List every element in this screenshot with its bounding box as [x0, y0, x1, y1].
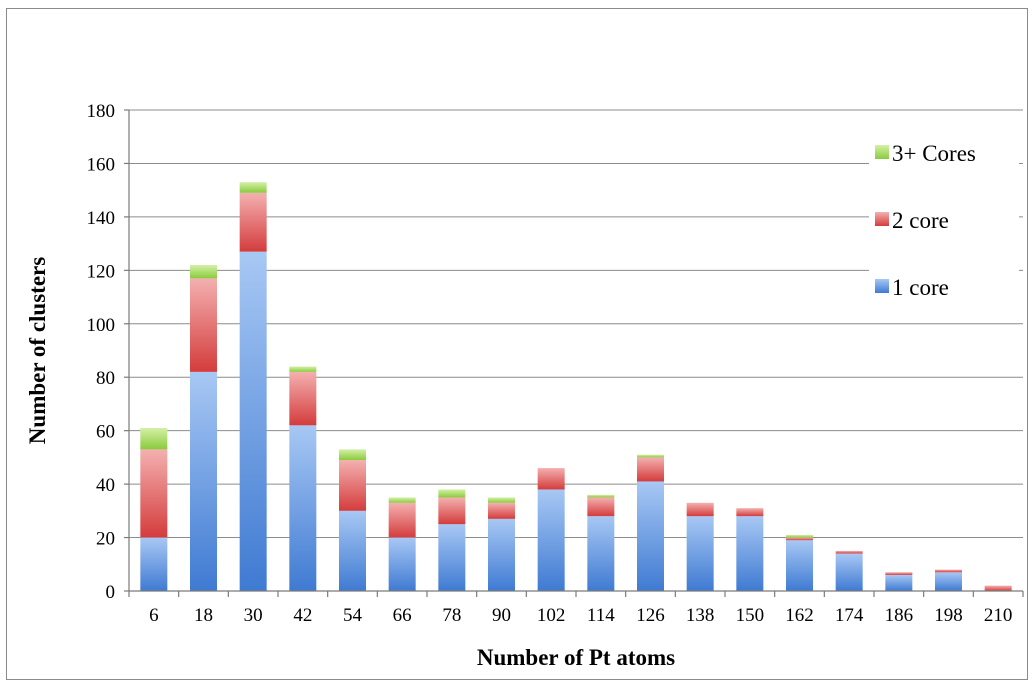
y-tick-label: 40 — [96, 475, 115, 496]
x-tick-label: 18 — [194, 605, 213, 626]
x-tick-label: 78 — [442, 605, 461, 626]
bar-1-core-198 — [935, 572, 962, 591]
bar-3-cores-6 — [140, 427, 168, 450]
bar-1-core-162 — [786, 540, 813, 591]
x-tick-label: 102 — [537, 605, 566, 626]
x-tick-label: 30 — [244, 605, 263, 626]
bar-2-core-174 — [835, 550, 863, 554]
bar-2-core-186 — [885, 572, 913, 575]
bar-3-cores-90 — [488, 497, 515, 503]
legend-swatch-2-core — [875, 212, 889, 226]
bar-1-core-102 — [537, 489, 565, 591]
bar-2-core-78 — [438, 497, 466, 525]
bar-2-core-114 — [587, 497, 615, 517]
bar-1-core-174 — [835, 553, 863, 591]
bar-2-core-126 — [637, 457, 664, 482]
chart-frame: 0 20 40 60 80 100 120 140 160 180 6 18 30 42 54 66 78 90… — [6, 8, 1028, 680]
x-tick-label: 66 — [393, 605, 412, 626]
y-axis-title: Number of clusters — [25, 257, 50, 444]
x-tick-label: 150 — [736, 605, 765, 626]
legend-background — [869, 121, 1019, 291]
bar-3-cores-114 — [587, 494, 615, 498]
x-tick-label: 114 — [587, 605, 615, 626]
x-tick-label: 174 — [835, 605, 864, 626]
bar-3-cores-66 — [388, 497, 416, 503]
legend-label: 1 core — [892, 275, 949, 300]
bar-3-cores-126 — [637, 454, 664, 458]
stacked-bar-chart: 0 20 40 60 80 100 120 140 160 180 6 18 30 42 54 66 78 90… — [25, 101, 1024, 670]
bar-1-core-78 — [438, 524, 466, 591]
x-tick-label: 186 — [885, 605, 914, 626]
bar-2-core-54 — [339, 460, 366, 511]
bar-1-core-66 — [388, 537, 416, 591]
x-tick-label: 54 — [343, 605, 363, 626]
bar-1-core-126 — [637, 481, 664, 591]
x-tick-label: 42 — [293, 605, 312, 626]
y-tick-label: 120 — [87, 261, 116, 282]
legend-swatch-1-core — [875, 279, 889, 293]
bar-2-core-210 — [984, 585, 1012, 591]
y-tick-label: 20 — [96, 529, 115, 550]
x-tick-label: 6 — [149, 605, 159, 626]
y-tick-label: 0 — [106, 582, 116, 603]
bar-1-core-6 — [140, 537, 168, 591]
legend-swatch-3-cores — [875, 145, 889, 159]
bar-2-core-102 — [537, 468, 565, 490]
y-tick-label: 180 — [87, 101, 116, 122]
bar-1-core-150 — [736, 516, 764, 591]
bar-2-core-6 — [140, 449, 168, 538]
x-tick-label: 138 — [686, 605, 715, 626]
legend: 3+ Cores 2 core 1 core — [869, 121, 1019, 300]
bar-1-core-54 — [339, 510, 366, 591]
x-axis-title: Number of Pt atoms — [477, 645, 675, 670]
legend-label: 3+ Cores — [892, 141, 976, 166]
bar-1-core-30 — [239, 251, 267, 591]
y-tick-label: 100 — [87, 315, 116, 336]
bar-2-core-138 — [686, 502, 714, 517]
bar-1-core-42 — [289, 425, 317, 591]
bar-3-cores-162 — [786, 534, 813, 538]
bar-2-core-162 — [786, 537, 813, 541]
y-tick-label: 80 — [96, 368, 115, 389]
bar-1-core-186 — [885, 574, 913, 591]
x-tick-label: 126 — [636, 605, 665, 626]
bars — [140, 182, 1012, 591]
bar-2-core-150 — [736, 508, 764, 517]
bar-3-cores-18 — [190, 264, 217, 279]
bar-2-core-198 — [935, 569, 962, 573]
gridlines — [129, 109, 1023, 539]
x-tick-label: 210 — [984, 605, 1013, 626]
bar-1-core-18 — [190, 371, 217, 591]
x-tick-label: 162 — [785, 605, 814, 626]
bar-2-core-42 — [289, 371, 317, 426]
bar-3-cores-30 — [239, 182, 267, 193]
bar-1-core-138 — [686, 516, 714, 591]
bar-3-cores-54 — [339, 449, 366, 461]
bar-1-core-90 — [488, 518, 515, 591]
y-tick-labels: 0 20 40 60 80 100 120 140 160 180 — [87, 101, 116, 603]
bar-3-cores-42 — [289, 366, 317, 372]
bar-2-core-90 — [488, 502, 515, 519]
legend-label: 2 core — [892, 208, 949, 233]
y-tick-label: 140 — [87, 208, 116, 229]
bar-2-core-30 — [239, 192, 267, 252]
y-tick-label: 160 — [87, 154, 116, 175]
axes — [124, 109, 1024, 597]
x-tick-labels: 6 18 30 42 54 66 78 90 102 114 126 138 150 162 174 186 1… — [149, 605, 1012, 626]
bar-2-core-66 — [388, 502, 416, 538]
x-tick-label: 90 — [492, 605, 511, 626]
x-tick-label: 198 — [934, 605, 963, 626]
bar-3-cores-78 — [438, 489, 466, 498]
bar-1-core-114 — [587, 516, 615, 591]
y-tick-label: 60 — [96, 422, 115, 443]
bar-2-core-18 — [190, 278, 217, 372]
